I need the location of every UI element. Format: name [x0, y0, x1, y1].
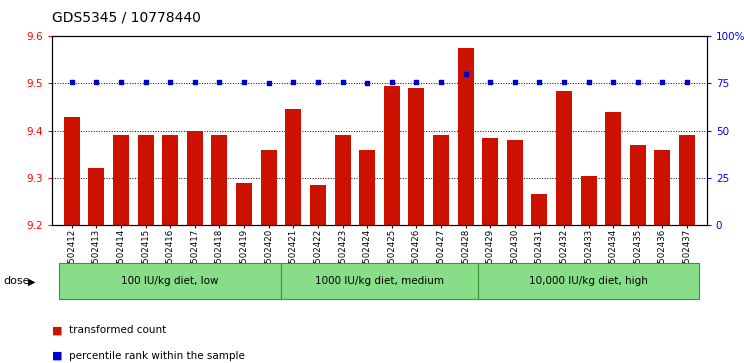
- Bar: [655, 150, 670, 225]
- Point: [435, 79, 447, 85]
- Text: percentile rank within the sample: percentile rank within the sample: [69, 351, 245, 361]
- Text: 1000 IU/kg diet, medium: 1000 IU/kg diet, medium: [315, 276, 444, 286]
- Point: [312, 79, 324, 85]
- Point: [214, 79, 225, 85]
- Point: [583, 79, 594, 85]
- Text: transformed count: transformed count: [69, 325, 167, 335]
- Bar: [458, 48, 474, 225]
- Point: [91, 79, 103, 85]
- Bar: [384, 86, 400, 225]
- Bar: [408, 88, 424, 225]
- Point: [682, 79, 693, 85]
- Point: [558, 79, 570, 85]
- Bar: [580, 176, 597, 225]
- Bar: [310, 185, 326, 225]
- Bar: [236, 183, 252, 225]
- Point: [484, 79, 496, 85]
- Bar: [507, 140, 523, 225]
- Point: [140, 79, 152, 85]
- Point: [65, 79, 77, 85]
- Point: [632, 79, 644, 85]
- Text: ■: ■: [52, 325, 62, 335]
- Point: [607, 79, 619, 85]
- Point: [656, 79, 668, 85]
- Point: [115, 79, 127, 85]
- Bar: [359, 150, 375, 225]
- Bar: [679, 135, 695, 225]
- Point: [361, 81, 373, 86]
- Point: [509, 79, 521, 85]
- Point: [263, 81, 275, 86]
- Point: [336, 79, 348, 85]
- Bar: [260, 150, 277, 225]
- Bar: [482, 138, 498, 225]
- Point: [164, 79, 176, 85]
- Point: [287, 79, 299, 85]
- Bar: [89, 168, 104, 225]
- Text: GDS5345 / 10778440: GDS5345 / 10778440: [52, 11, 201, 25]
- Bar: [606, 112, 621, 225]
- Point: [386, 79, 398, 85]
- Text: dose: dose: [4, 276, 31, 286]
- Bar: [335, 135, 350, 225]
- Point: [460, 71, 472, 77]
- Point: [533, 79, 545, 85]
- Text: 10,000 IU/kg diet, high: 10,000 IU/kg diet, high: [529, 276, 648, 286]
- Point: [411, 79, 423, 85]
- Bar: [285, 110, 301, 225]
- Text: ▶: ▶: [28, 276, 36, 286]
- Bar: [531, 194, 548, 225]
- Text: 100 IU/kg diet, low: 100 IU/kg diet, low: [121, 276, 219, 286]
- Point: [238, 79, 250, 85]
- Point: [189, 79, 201, 85]
- Bar: [187, 131, 203, 225]
- Bar: [630, 145, 646, 225]
- Text: ■: ■: [52, 351, 62, 361]
- Bar: [162, 135, 179, 225]
- Bar: [433, 135, 449, 225]
- Bar: [211, 135, 228, 225]
- Bar: [113, 135, 129, 225]
- Bar: [64, 117, 80, 225]
- Bar: [556, 91, 572, 225]
- Bar: [138, 135, 153, 225]
